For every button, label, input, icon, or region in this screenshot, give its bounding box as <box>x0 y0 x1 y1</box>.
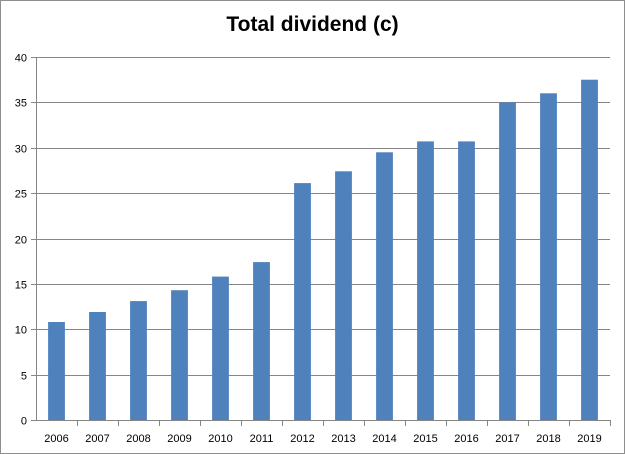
x-tick-label: 2012 <box>290 433 314 445</box>
bar-2017 <box>499 102 516 421</box>
y-tick-label: 20 <box>15 235 27 247</box>
y-tick-label: 30 <box>15 144 27 156</box>
x-tick-label: 2013 <box>331 433 355 445</box>
x-tick-label: 2019 <box>577 433 601 445</box>
bar-2018 <box>540 93 557 421</box>
x-tick-label: 2017 <box>495 433 519 445</box>
y-tick-label: 25 <box>15 189 27 201</box>
y-tick-label: 15 <box>15 280 27 292</box>
x-tick-label: 2006 <box>44 433 68 445</box>
chart-title: Total dividend (c) <box>226 13 399 36</box>
bar-2014 <box>376 152 393 421</box>
y-tick-label: 35 <box>15 98 27 110</box>
x-tick-label: 2007 <box>85 433 109 445</box>
x-tick-label: 2016 <box>454 433 478 445</box>
gridlines <box>31 57 610 421</box>
y-tick-label: 40 <box>15 53 27 65</box>
bar-2009 <box>171 290 188 420</box>
x-tick-label: 2008 <box>126 433 150 445</box>
x-tick-label: 2015 <box>413 433 437 445</box>
y-tick-label: 5 <box>21 371 27 383</box>
x-tick-label: 2018 <box>536 433 560 445</box>
bar-2010 <box>212 276 229 420</box>
x-tick-label: 2011 <box>250 433 274 445</box>
axes: 0 5 10 15 20 25 30 35 40 2006 2007 2008 2009 2010 2011… <box>15 53 611 445</box>
bar-2019 <box>581 79 598 420</box>
bar-2015 <box>417 141 434 420</box>
bar-2012 <box>294 183 311 420</box>
bar-2007 <box>89 312 106 420</box>
bar-2013 <box>335 171 352 420</box>
bar-2011 <box>253 262 270 420</box>
bar-2006 <box>48 322 65 420</box>
x-tick-label: 2014 <box>372 433 396 445</box>
x-tick-label: 2010 <box>208 433 232 445</box>
y-tick-label: 0 <box>21 416 27 428</box>
bar-2016 <box>458 141 475 420</box>
bars <box>48 79 598 421</box>
bar-2008 <box>130 301 147 420</box>
y-tick-label: 10 <box>15 325 27 337</box>
x-tick-label: 2009 <box>167 433 191 445</box>
